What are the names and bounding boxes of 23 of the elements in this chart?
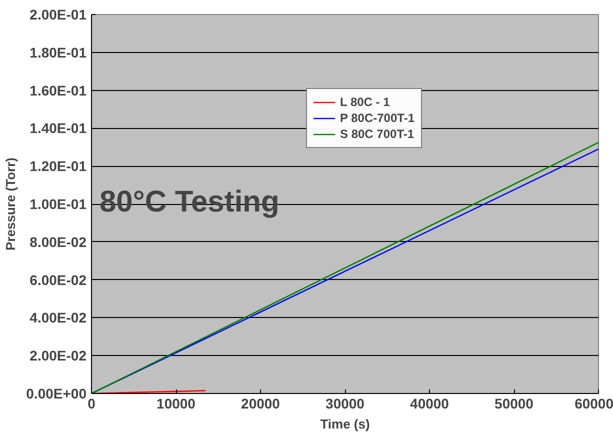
y-tick-label: 4.00E-02 <box>30 310 87 326</box>
y-tick-label: 6.00E-02 <box>30 272 87 288</box>
legend-label: L 80C - 1 <box>340 95 390 109</box>
y-axis-title: Pressure (Torr) <box>3 158 18 250</box>
x-tick-label: 0 <box>88 396 96 412</box>
y-tick-label: 1.20E-01 <box>30 158 87 174</box>
y-tick-label: 1.40E-01 <box>30 120 87 136</box>
y-tick-label: 0.00E+00 <box>26 386 87 402</box>
x-tick-label: 20000 <box>241 396 280 412</box>
x-tick-label: 60000 <box>574 396 613 412</box>
y-tick-label: 1.00E-01 <box>30 196 87 212</box>
legend-label: S 80C 700T-1 <box>340 127 414 141</box>
y-tick-label: 1.80E-01 <box>30 44 87 60</box>
legend-label: P 80C-700T-1 <box>340 111 414 125</box>
x-tick-label: 50000 <box>494 396 534 412</box>
x-tick-label: 30000 <box>326 396 365 412</box>
y-tick-label: 2.00E-02 <box>30 348 87 364</box>
y-tick-label: 1.60E-01 <box>30 82 87 98</box>
y-tick-label: 2.00E-01 <box>30 6 87 22</box>
x-axis-title: Time (s) <box>320 416 370 432</box>
x-tick-label: 10000 <box>156 396 196 412</box>
x-tick-label: 40000 <box>410 396 450 412</box>
y-tick-label: 8.00E-02 <box>30 234 87 250</box>
